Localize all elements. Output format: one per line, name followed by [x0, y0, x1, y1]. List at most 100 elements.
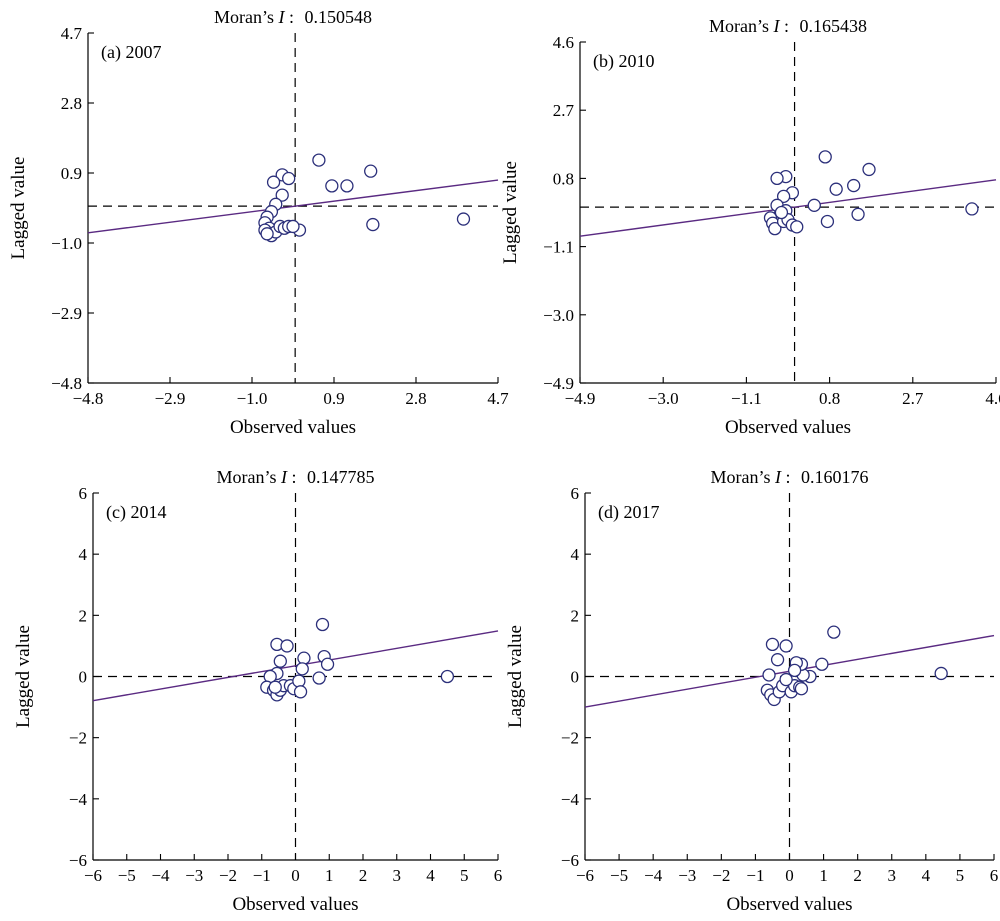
- moran-i-value: 0.147785: [307, 467, 375, 487]
- data-point: [762, 668, 776, 682]
- panel-3: −6 −5 −4 −3 −2 −1 0 1 2 3 4 5 6 −6 −4 −2 0 2 4 6 (c) 2014 Mor…: [13, 467, 502, 915]
- x-tick-label: −5: [118, 866, 136, 885]
- data-point: [779, 639, 793, 653]
- moran-i-value: 0.165438: [800, 16, 868, 36]
- data-point: [364, 164, 378, 178]
- panel-2: −4.9 −3.0 −1.1 0.8 2.7 4.6 −4.9 −3.0 −1.1 0.8 2.7 4…: [500, 16, 1000, 438]
- data-point: [829, 182, 843, 196]
- x-tick-label: 3: [393, 866, 402, 885]
- data-point: [325, 179, 339, 193]
- title-separator: :: [284, 7, 298, 27]
- data-point: [293, 685, 308, 699]
- data-point: [312, 671, 326, 685]
- title-italic: I: [277, 7, 285, 27]
- data-point: [815, 657, 829, 671]
- data-point: [297, 651, 311, 665]
- x-tick-label: −1.0: [237, 389, 268, 408]
- x-tick-label: −2.9: [155, 389, 186, 408]
- data-point: [275, 188, 289, 202]
- data-point: [862, 162, 876, 177]
- data-point: [820, 214, 835, 229]
- x-tick-label: −4.9: [565, 389, 596, 408]
- y-axis-label: Lagged value: [505, 625, 526, 728]
- title-italic: I: [772, 16, 780, 36]
- y-tick-label: −6: [561, 851, 579, 870]
- x-tick-label: 6: [494, 866, 503, 885]
- x-axis-label: Observed values: [726, 894, 852, 915]
- title-italic: I: [280, 467, 288, 487]
- y-tick-label: −4.8: [51, 374, 82, 393]
- data-point: [266, 175, 281, 189]
- data-point: [340, 179, 354, 193]
- data-point: [320, 657, 335, 671]
- data-point: [779, 672, 793, 687]
- x-tick-label: −4: [151, 866, 170, 885]
- data-point: [366, 217, 380, 232]
- y-tick-label: 2: [571, 606, 580, 625]
- data-point: [776, 189, 791, 203]
- x-tick-label: 4: [922, 866, 931, 885]
- x-tick-label: −5: [610, 866, 628, 885]
- panel-4: −6 −5 −4 −3 −2 −1 0 1 2 3 4 5 6 −6 −4 −2 0 2 4 6 (d) 2017 Mor…: [505, 467, 998, 915]
- x-tick-label: −3: [185, 866, 203, 885]
- data-point: [268, 680, 282, 694]
- x-axis-label: Observed values: [230, 417, 356, 438]
- y-axis-label: Lagged value: [13, 625, 34, 728]
- data-point: [818, 150, 832, 164]
- title-separator: :: [781, 467, 795, 487]
- y-tick-label: −3.0: [543, 306, 574, 325]
- x-tick-label: 2: [853, 866, 862, 885]
- x-tick-label: 2.7: [902, 389, 924, 408]
- data-point: [827, 625, 841, 639]
- data-point: [286, 219, 300, 234]
- data-point: [774, 205, 789, 220]
- x-tick-label: 5: [460, 866, 469, 885]
- y-tick-label: 0.9: [61, 164, 82, 183]
- chart-title: Moran’s I : 0.160176: [710, 467, 868, 487]
- y-tick-label: 4.7: [61, 24, 83, 43]
- x-tick-label: 4.6: [985, 389, 1000, 408]
- x-tick-label: 2: [359, 866, 368, 885]
- y-tick-label: 4: [79, 545, 88, 564]
- x-tick-label: 3: [888, 866, 897, 885]
- data-point: [312, 153, 326, 167]
- y-tick-label: 0.8: [553, 169, 574, 188]
- x-tick-label: 0: [291, 866, 300, 885]
- data-point: [794, 682, 809, 696]
- panel-label: (d) 2017: [598, 502, 660, 523]
- data-point: [770, 171, 784, 186]
- y-tick-label: −4: [561, 790, 580, 809]
- y-tick-label: −4: [69, 790, 88, 809]
- title-italic: I: [774, 467, 782, 487]
- x-tick-label: 1: [819, 866, 828, 885]
- x-tick-label: 1: [325, 866, 334, 885]
- title-prefix: Moran’s: [710, 467, 775, 487]
- data-point: [280, 639, 294, 653]
- panel-label: (b) 2010: [593, 51, 655, 72]
- x-tick-label: 0: [785, 866, 794, 885]
- data-point: [770, 653, 785, 667]
- panel-label: (c) 2014: [106, 502, 166, 523]
- y-tick-label: −6: [69, 851, 87, 870]
- y-tick-label: 4: [571, 545, 580, 564]
- x-tick-label: −3: [678, 866, 696, 885]
- panel-1: −4.8 −2.9 −1.0 0.9 2.8 4.7 −4.8 −2.9 −1.0 0.9 2.8 4…: [8, 7, 509, 438]
- data-point: [851, 207, 865, 221]
- chart-title: Moran’s I : 0.165438: [709, 16, 867, 36]
- data-point: [260, 227, 274, 241]
- x-tick-label: −3.0: [648, 389, 679, 408]
- x-tick-label: 4.7: [487, 389, 509, 408]
- data-point: [965, 202, 979, 216]
- moran-i-value: 0.160176: [801, 467, 869, 487]
- y-tick-label: 2.8: [61, 94, 82, 113]
- data-point: [765, 637, 780, 652]
- title-prefix: Moran’s: [709, 16, 774, 36]
- y-tick-label: −1.1: [543, 238, 574, 257]
- x-tick-label: 0.8: [819, 389, 840, 408]
- title-prefix: Moran’s: [216, 467, 281, 487]
- x-axis-label: Observed values: [232, 894, 358, 915]
- x-tick-label: −4.8: [73, 389, 104, 408]
- data-point: [847, 178, 861, 193]
- x-tick-label: 6: [990, 866, 999, 885]
